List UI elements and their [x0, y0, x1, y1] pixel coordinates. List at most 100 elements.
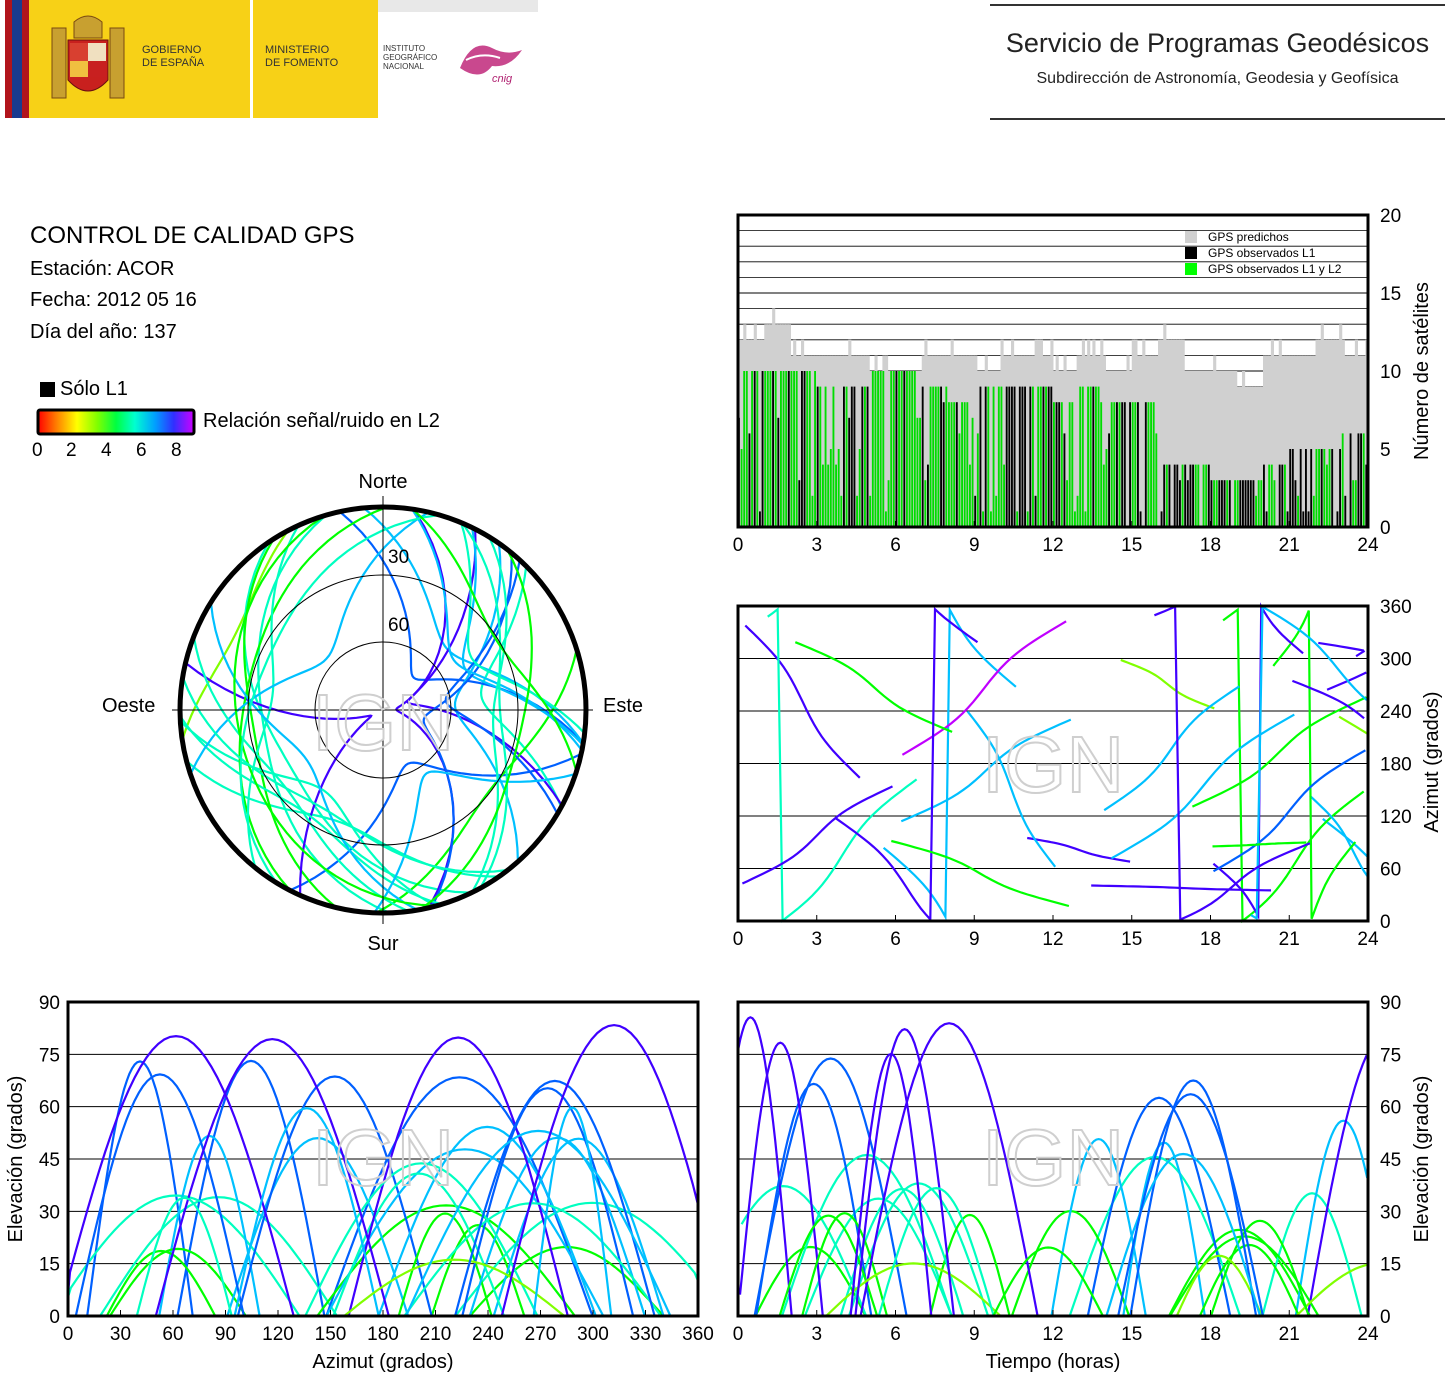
observed-bar: [945, 386, 948, 527]
observed-bar: [743, 371, 746, 527]
observed-bar: [1323, 449, 1326, 527]
snr-tick-0: 0: [32, 440, 43, 461]
predicted-bar: [1291, 355, 1295, 527]
elaz-y-tick-label: 45: [39, 1150, 60, 1171]
count-y-tick-label: 15: [1380, 284, 1401, 305]
observed-bar: [1011, 386, 1013, 527]
observed-bar: [1331, 449, 1334, 527]
observed-bar: [1354, 480, 1357, 527]
observed-bar: [1060, 402, 1063, 527]
observed-bar: [1105, 449, 1108, 527]
east-label: Este: [603, 695, 643, 717]
observed-bar: [908, 371, 911, 527]
elaz-track: [397, 1212, 493, 1317]
observed-bar: [934, 386, 937, 527]
predicted-bar: [1236, 386, 1240, 527]
observed-bar: [1223, 480, 1226, 527]
sky-track: [185, 760, 500, 878]
elt-x-tick-label: 18: [1200, 1324, 1221, 1345]
az-track: [966, 710, 1057, 868]
observed-bar: [1302, 511, 1305, 527]
observed-bar: [1318, 449, 1320, 527]
elt-track: [801, 1212, 889, 1317]
observed-bar: [1312, 495, 1315, 527]
elt-x-tick-label: 15: [1121, 1324, 1142, 1345]
predicted-bar: [840, 355, 844, 527]
predicted-bar: [1168, 339, 1172, 527]
observed-bar: [919, 417, 921, 527]
observed-bar: [1236, 480, 1239, 527]
observed-bar: [892, 371, 895, 527]
elt-x-tick-label: 6: [890, 1324, 901, 1345]
observed-bar: [858, 449, 861, 527]
observed-bar: [1016, 511, 1019, 527]
observed-bar: [816, 386, 819, 527]
observed-bar: [1110, 402, 1113, 527]
legend-swatch-predicted: [1185, 231, 1197, 243]
az-track: [1355, 649, 1366, 658]
observed-bar: [824, 386, 827, 527]
observed-bar: [963, 402, 966, 527]
observed-bar: [1205, 464, 1208, 527]
observed-bar: [837, 449, 840, 527]
observed-bar: [1050, 386, 1053, 527]
observed-bar: [1344, 495, 1347, 527]
observed-bar: [1226, 480, 1229, 527]
az-track: [1250, 604, 1368, 921]
count-x-tick-label: 18: [1200, 535, 1221, 556]
predicted-bar: [1231, 371, 1235, 527]
predicted-bar: [858, 355, 862, 527]
legend-predicted: GPS predichos: [1208, 230, 1289, 244]
predicted-bar: [1294, 355, 1298, 527]
predicted-bar: [995, 371, 999, 527]
observed-bar: [1039, 386, 1042, 527]
sky-track: [470, 536, 508, 894]
observed-bar: [1181, 464, 1184, 527]
elt-x-tick-label: 0: [733, 1324, 744, 1345]
elt-track: [1198, 1243, 1301, 1317]
observed-bar: [916, 417, 919, 527]
predicted-bar: [982, 371, 986, 527]
observed-bar: [1192, 464, 1194, 527]
service-subtitle: Subdirección de Astronomía, Geodesia y G…: [1036, 70, 1399, 87]
observed-bar: [1194, 464, 1197, 527]
observed-bar: [829, 449, 832, 527]
elt-x-tick-label: 24: [1357, 1324, 1379, 1345]
doy-label: Día del año: 137: [30, 321, 177, 343]
observed-bar: [1168, 464, 1171, 527]
elt-y-tick-label: 90: [1380, 993, 1401, 1014]
observed-bar: [751, 371, 753, 527]
observed-bar: [1336, 511, 1339, 527]
observed-bar: [1341, 433, 1344, 527]
observed-bar: [1234, 480, 1236, 527]
predicted-bar: [1228, 371, 1232, 527]
observed-bar: [777, 417, 780, 527]
predicted-bar: [1139, 355, 1143, 527]
count-x-tick-label: 0: [733, 535, 744, 556]
elt-track: [1050, 1137, 1147, 1317]
observed-bar: [966, 402, 969, 527]
elt-track: [1306, 1054, 1368, 1317]
predicted-bar: [1207, 371, 1211, 527]
observed-bar: [1021, 386, 1024, 527]
snr-tick-6: 6: [136, 440, 147, 461]
az-x-tick-label: 21: [1279, 929, 1300, 950]
observed-bar: [1131, 402, 1134, 527]
legend-swatch-l1: [1185, 247, 1197, 259]
watermark: IGN: [312, 678, 454, 767]
observed-bar: [890, 371, 893, 527]
predicted-bar: [1299, 355, 1303, 527]
predicted-bar: [1331, 339, 1335, 527]
observed-bar: [997, 386, 1000, 527]
satellite-count-chart: 0 3 6 9 12 15 18 21 24 0 5 10 15 20 Número de satéli…: [733, 206, 1433, 556]
sky-track: [373, 770, 576, 914]
az-track: [744, 624, 861, 779]
observed-bar: [1179, 480, 1181, 527]
observed-bar: [1352, 480, 1355, 527]
az-track: [1091, 884, 1272, 892]
observed-bar: [795, 371, 798, 527]
az-y-tick-label: 60: [1380, 860, 1401, 881]
observed-bar: [1249, 480, 1252, 527]
elt-track: [1129, 1079, 1258, 1317]
observed-bar: [1137, 402, 1139, 527]
